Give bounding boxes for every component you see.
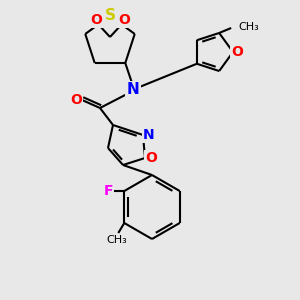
Text: N: N: [143, 128, 155, 142]
Text: O: O: [231, 45, 243, 59]
Text: CH₃: CH₃: [238, 22, 259, 32]
Text: N: N: [127, 82, 140, 98]
Text: S: S: [104, 8, 116, 23]
Text: F: F: [103, 184, 113, 198]
Text: CH₃: CH₃: [106, 235, 127, 245]
Text: O: O: [70, 93, 82, 107]
Text: O: O: [90, 13, 102, 27]
Text: O: O: [118, 13, 130, 27]
Text: O: O: [145, 151, 157, 165]
